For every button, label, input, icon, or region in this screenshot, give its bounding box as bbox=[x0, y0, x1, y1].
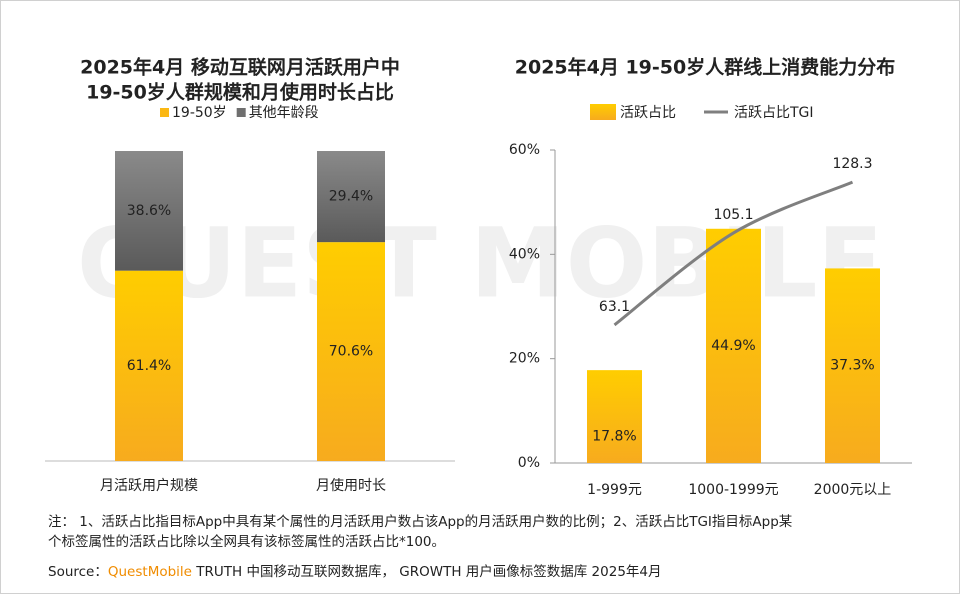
data-label: 37.3% bbox=[830, 358, 874, 374]
bar-segment bbox=[115, 270, 183, 461]
x-tick-label: 1-999元 bbox=[587, 482, 642, 498]
legend-label: 活跃占比TGI bbox=[734, 105, 814, 121]
x-tick-label: 2000元以上 bbox=[814, 482, 892, 498]
line bbox=[613, 180, 854, 327]
source-prefix: Source： bbox=[48, 564, 108, 580]
data-label: 17.8% bbox=[592, 429, 636, 445]
legend-swatch bbox=[236, 108, 246, 117]
bar-segment bbox=[317, 242, 385, 461]
note: 个标签属性的活跃占比除以全网具有该标签属性的活跃占比*100。 bbox=[48, 533, 445, 550]
y-tick-label: 60% bbox=[509, 142, 540, 158]
chart-title: 2025年4月 19-50岁人群线上消费能力分布 bbox=[515, 56, 895, 79]
legend-swatch bbox=[160, 108, 169, 117]
legend-label: 其他年龄段 bbox=[249, 105, 319, 121]
source: Source：QuestMobile TRUTH 中国移动互联网数据库， GRO… bbox=[48, 563, 662, 580]
source-text: TRUTH 中国移动互联网数据库， GROWTH 用户画像标签数据库 2025年… bbox=[192, 563, 662, 580]
y-tick-label: 0% bbox=[518, 455, 540, 471]
data-label: 44.9% bbox=[711, 338, 755, 354]
data-label: 61.4% bbox=[127, 358, 171, 374]
bar-segment bbox=[115, 151, 183, 271]
data-label: 70.6% bbox=[329, 344, 373, 360]
x-tick-label: 月使用时长 bbox=[316, 477, 386, 494]
data-label: 128.3 bbox=[832, 156, 872, 172]
data-label: 38.6% bbox=[127, 203, 171, 219]
source-brand: QuestMobile bbox=[108, 564, 192, 580]
bar bbox=[587, 370, 642, 463]
x-tick-label: 月活跃用户规模 bbox=[100, 477, 198, 494]
bar-segment bbox=[317, 151, 385, 243]
chart-title: 19-50岁人群规模和月使用时长占比 bbox=[86, 81, 394, 104]
x-tick-label: 1000-1999元 bbox=[688, 482, 778, 498]
data-label: 105.1 bbox=[713, 207, 753, 223]
bar bbox=[825, 268, 880, 463]
watermark: QUEST MOBILE bbox=[77, 207, 883, 319]
y-tick-label: 40% bbox=[509, 246, 540, 262]
note: 注： 1、活跃占比指目标App中具有某个属性的月活跃用户数占该App的月活跃用户… bbox=[48, 513, 793, 530]
y-tick-label: 20% bbox=[509, 351, 540, 367]
legend-label: 活跃占比 bbox=[620, 105, 676, 121]
data-label: 29.4% bbox=[329, 189, 373, 205]
chart-title: 2025年4月 移动互联网月活跃用户中 bbox=[80, 56, 400, 79]
data-label: 63.1 bbox=[599, 299, 630, 315]
legend-label: 19-50岁 bbox=[172, 105, 227, 121]
bar bbox=[706, 228, 761, 463]
legend-swatch bbox=[590, 104, 616, 120]
